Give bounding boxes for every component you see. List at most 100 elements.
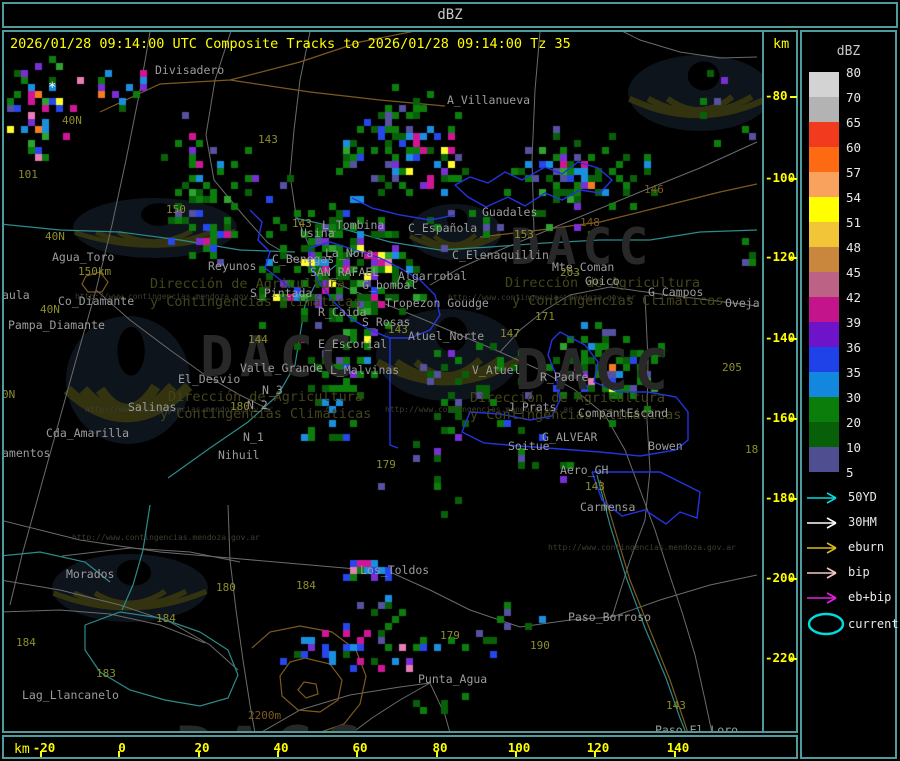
colorbar-block [809,422,839,447]
colorbar-label: 60 [846,140,862,155]
legend-sidebar: dBZ 80 70 65 60 57 54 51 48 45 42 39 36 35 30 20 10 5 50… [800,30,899,759]
place-label: G_Campos [648,285,704,299]
x-axis-tick [515,751,517,757]
x-axis-tick-label: -20 [32,740,56,755]
radar-echo-layer [4,32,762,731]
colorbar-block [809,172,839,197]
colorbar-label: 42 [846,290,862,305]
place-label: SAN_RAFAEL [310,265,380,279]
legend-50YD-label: 50YD [848,490,877,504]
track-marker: * [48,80,57,96]
colorbar-title: dBZ [836,44,861,59]
place-label: Valle_Grande [240,361,324,375]
legend-bip-label: bip [848,565,870,579]
place-label: V_Atuel [472,363,521,377]
colorbar-label: 20 [846,415,862,430]
colorbar-label: 36 [846,340,862,355]
road-number-label: 143 [388,323,408,336]
legend-30HM-symbol [806,515,844,534]
place-label: CompantEscand [578,406,669,420]
map-boundary-layer [249,161,701,525]
x-axis-tick [118,751,120,757]
x-axis-tick-label: 120 [586,740,610,755]
legend-eb+bip-label: eb+bip [848,590,892,604]
road-number-label: 146 [644,183,664,196]
colorbar-block [809,397,839,422]
road-number-label: 180 [216,581,236,594]
colorbar-label: 57 [846,165,862,180]
district-boundary [591,471,701,525]
legend-eb+bip-symbol [806,590,844,609]
x-axis-tick-label: 0 [118,740,126,755]
y-axis-tick-label: -220 [765,650,796,665]
place-label: E_Escorial [318,337,388,351]
place-label: Paso_Borroso [568,610,652,624]
y-axis-tick-label: -180 [765,490,796,505]
road-number-label: 179 [376,458,396,471]
url-watermark: http://www.contingencias.mendoza.gov.ar [385,405,573,414]
agency-watermark-line: Dirección de Agricultura [470,390,666,406]
x-axis-tick [198,751,200,757]
x-axis-tick [594,751,596,757]
place-label: Oveja [725,296,760,310]
legend-current-label: current [848,617,899,631]
url-watermark: http://www.contingencias.mendoza.gov.ar [448,293,636,302]
place-label: C_Española [408,221,478,235]
legend-eburn-symbol [806,540,844,559]
x-axis-bar: km -20 0 20 40 60 80 100 120 140 [2,735,798,759]
dacc-watermark-text: DACC [175,712,368,731]
road-number-label: 147 [500,327,520,340]
road-number-label: 171 [535,310,555,323]
radar-map: DACCDACCDACCDACCDirección de Agricultura… [4,32,762,731]
place-label: Bowen [648,439,683,453]
place-label: El_Desvio [178,372,241,386]
place-label: Algarrobal [398,269,468,283]
road-number-label: 143 [666,699,686,712]
road-number-label: 184 [156,612,176,625]
y-axis-tick [790,418,797,420]
colorbar-label: 54 [846,190,862,205]
x-axis-tick [356,751,358,757]
colorbar-block [809,222,839,247]
place-label: Punta_Agua [418,672,488,686]
colorbar-label: 5 [846,465,854,480]
place-label: N_1 [243,430,264,444]
agency-watermark-line: y Contingencias Climáticas [470,407,682,423]
place-label: R_Caida [318,305,367,319]
place-label: Cda_Amarilla [46,426,130,440]
road-number-label: 2200m [248,709,282,722]
place-label: Aero_GH [560,463,609,477]
road-number-label: 40N [62,114,82,127]
product-title: dBZ [437,7,463,23]
road-number-label: 184 [16,636,36,649]
colorbar-block [809,122,839,147]
colorbar-block [809,272,839,297]
place-label: G_bombal [362,278,418,292]
x-axis-tick-label: 140 [666,740,690,755]
place-label: Lag_Llancanelo [22,688,119,702]
place-label: J_Prats [508,400,557,414]
x-axis-tick [674,751,676,757]
agency-watermark-line: y Contingencias Climáticas [150,294,362,310]
road-number-label: 150km [78,265,112,278]
y-axis-tick [790,658,797,660]
url-watermark: http://www.contingencias.mendoza.gov.ar [548,543,736,552]
place-label: Divisadero [155,63,225,77]
place-label: Atuel_Norte [408,329,485,343]
place-label: Soitue [508,439,550,453]
place-label: Salinas [128,400,177,414]
y-axis-unit: km [773,36,790,52]
top-title-bar: dBZ [2,2,898,28]
url-watermark: http://www.contingencias.mendoza.gov.ar [72,533,260,542]
y-axis-tick-label: -160 [765,410,796,425]
colorbar-label: 30 [846,390,862,405]
road-number-label: 40N [45,230,65,243]
colorbar-block [809,347,839,372]
colorbar-block [809,447,839,472]
legend-50YD-symbol [806,490,844,509]
road-number-label: 143 [258,133,278,146]
y-axis-tick [790,96,797,98]
place-label: L_Malvinas [330,363,400,377]
place-label: Carmensa [580,500,636,514]
colorbar-label: 51 [846,215,862,230]
